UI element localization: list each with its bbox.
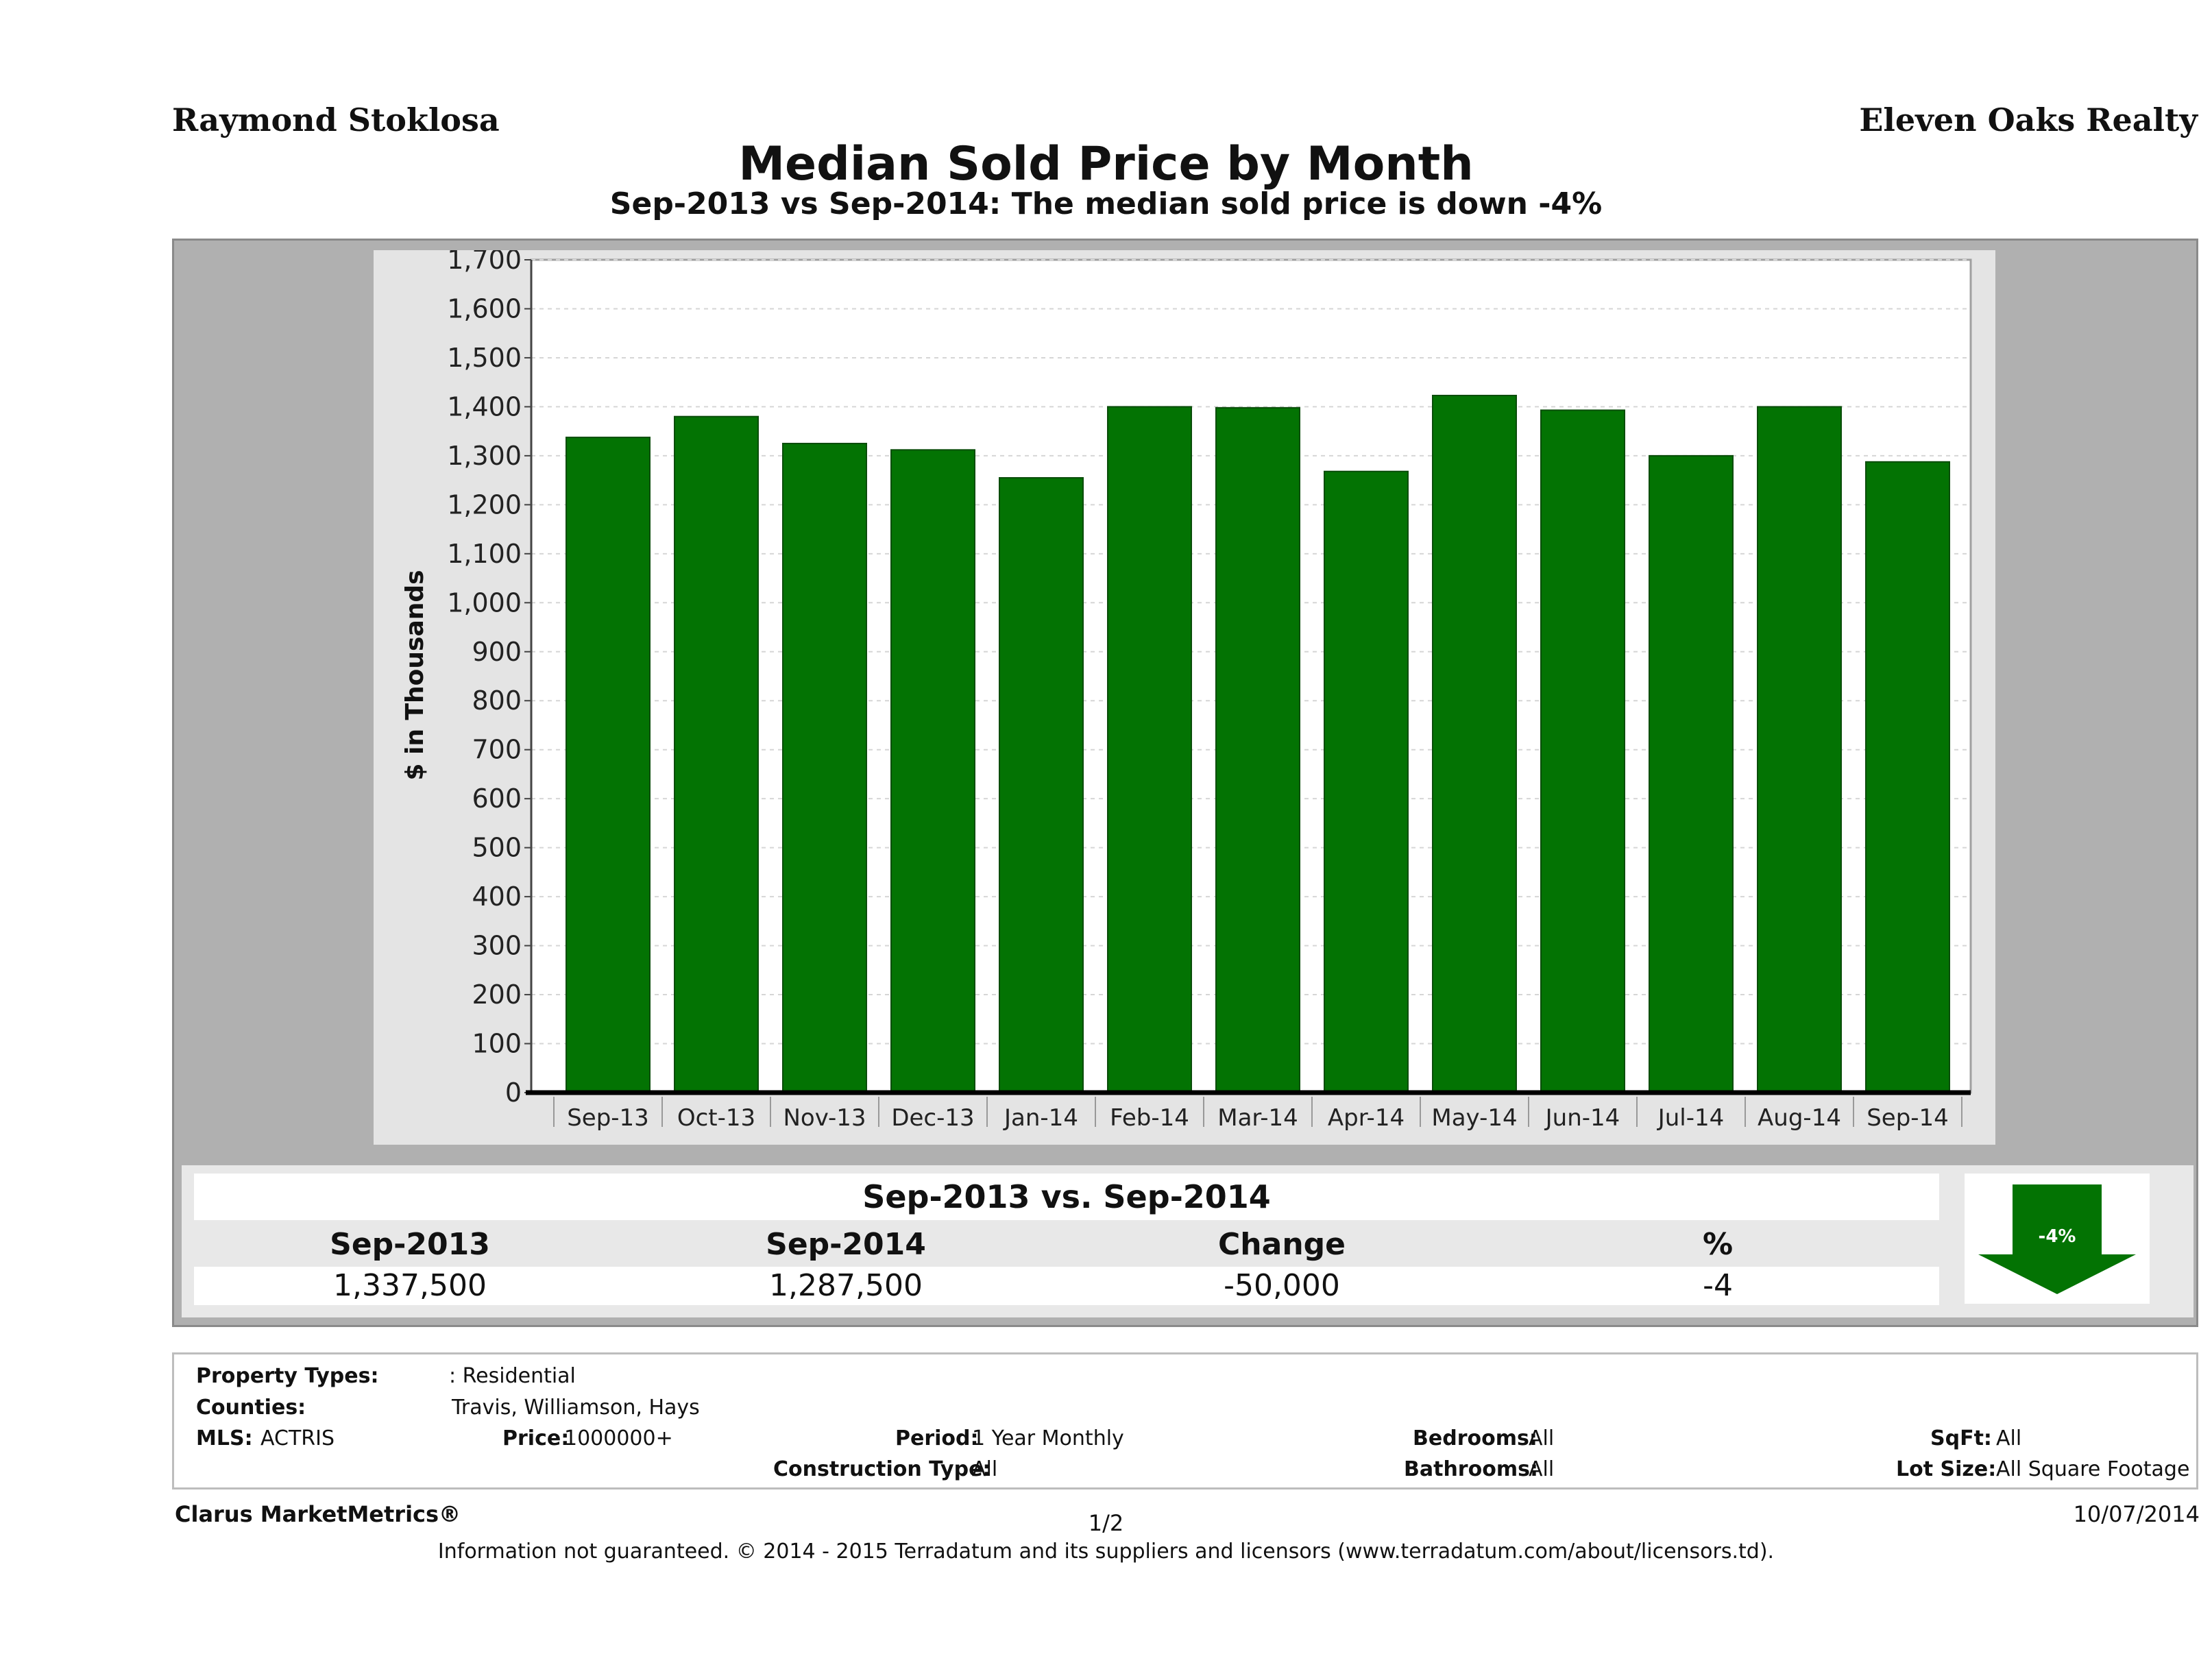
y-tick-label: 1,400 [447,391,522,422]
disclaimer: Information not guaranteed. © 2014 - 201… [437,1540,1775,1564]
bar-jan-14 [999,477,1084,1093]
x-tick-label: Aug-14 [1758,1104,1841,1132]
period-value: 1 Year Monthly [972,1426,1124,1450]
y-tick-label: 1,300 [447,441,522,471]
sqft-value: All [1996,1426,2022,1450]
bedrooms-label: Bedrooms: [1413,1426,1538,1450]
x-tick-label: Jan-14 [1003,1104,1078,1132]
x-tick-label: Dec-13 [891,1104,974,1132]
bar-apr-14 [1324,470,1409,1093]
change-indicator-label: -4% [2039,1226,2076,1247]
mls-value: ACTRIS [260,1426,335,1450]
bar-may-14 [1432,394,1517,1094]
y-tick-label: 100 [472,1029,522,1059]
comparison-title: Sep-2013 vs. Sep-2014 [194,1174,1939,1220]
construction-type-value: All [972,1457,998,1481]
bar-nov-13 [782,443,867,1093]
x-tick-label: Feb-14 [1110,1104,1189,1132]
y-tick-label: 400 [472,881,522,912]
y-tick-label: 0 [505,1078,522,1108]
y-tick-label: 800 [472,685,522,716]
brokerage-name: Eleven Oaks Realty [1859,101,2198,138]
y-tick-label: 300 [472,931,522,961]
x-tick-label: Mar-14 [1217,1104,1298,1132]
lot-size-label: Lot Size: [1896,1457,1997,1481]
comparison-header-percent: % [1702,1227,1734,1262]
bedrooms-value: All [1529,1426,1555,1450]
y-tick-label: 200 [472,980,522,1010]
bar-oct-13 [674,415,759,1094]
property-types-value: : Residential [449,1364,576,1388]
property-types-label: Property Types: [196,1364,379,1388]
y-tick-label: 1,100 [447,539,522,569]
x-tick-label: Oct-13 [677,1104,755,1132]
comparison-values-row [194,1267,1939,1305]
lot-size-value: All Square Footage [1996,1457,2190,1481]
comparison-header-start: Sep-2013 [330,1227,490,1262]
y-tick-label: 700 [472,735,522,765]
bar-sep-14 [1865,461,1950,1093]
bar-feb-14 [1107,406,1192,1094]
y-tick-label: 1,500 [447,343,522,373]
x-tick-label: Sep-14 [1867,1104,1949,1132]
bar-dec-13 [890,449,975,1093]
bathrooms-value: All [1529,1457,1555,1481]
counties-value: Travis, Williamson, Hays [452,1396,700,1420]
x-tick-label: Nov-13 [783,1104,866,1132]
y-tick-label: 1,200 [447,489,522,520]
page-title: Median Sold Price by Month [738,137,1474,191]
y-tick-label: 1,000 [447,587,522,618]
down-arrow-icon [1978,1184,2136,1294]
period-label: Period: [895,1426,979,1450]
comparison-value-percent: -4 [1703,1268,1733,1303]
x-tick-label: Jul-14 [1657,1104,1725,1132]
bar-chart: 0 100 200 300 400 500 600 700 800 900 1,000 1,100 1,… [401,250,1972,1132]
criteria-box [172,1352,2198,1489]
y-tick-label: 500 [472,833,522,863]
bar-jul-14 [1649,454,1734,1094]
sqft-label: SqFt: [1930,1426,1992,1450]
bar-aug-14 [1757,406,1842,1094]
y-tick-label: 1,600 [447,293,522,324]
agent-name: Raymond Stoklosa [172,101,500,138]
change-indicator: -4% [1965,1174,2150,1304]
comparison-header-change: Change [1218,1227,1346,1262]
comparison-value-start: 1,337,500 [333,1268,487,1303]
comparison-value-end: 1,287,500 [769,1268,923,1303]
comparison-header-end: Sep-2014 [766,1227,926,1262]
construction-type-label: Construction Type: [773,1457,991,1481]
mls-label: MLS: [196,1426,253,1450]
y-tick-label: 600 [472,783,522,814]
x-tick-label: Sep-13 [567,1104,649,1132]
price-value: 1000000+ [564,1426,673,1450]
y-axis-label: $ in Thousands [401,570,429,780]
x-tick-label: Apr-14 [1328,1104,1405,1132]
price-label: Price: [502,1426,570,1450]
comparison-value-change: -50,000 [1224,1268,1340,1303]
y-tick-label: 900 [472,637,522,667]
x-tick-label: May-14 [1431,1104,1517,1132]
footer-brand: Clarus MarketMetrics® [175,1501,461,1527]
bar-sep-13 [566,437,651,1093]
bar-jun-14 [1540,409,1625,1093]
report-date: 10/07/2014 [2073,1501,2200,1527]
x-tick-label: Jun-14 [1544,1104,1620,1132]
y-tick-label: 1,700 [447,250,522,275]
counties-label: Counties: [196,1396,306,1420]
page-subtitle: Sep-2013 vs Sep-2014: The median sold pr… [609,186,1603,221]
page-number: 1/2 [1088,1510,1124,1536]
bathrooms-label: Bathrooms: [1404,1457,1538,1481]
bar-mar-14 [1215,406,1300,1093]
